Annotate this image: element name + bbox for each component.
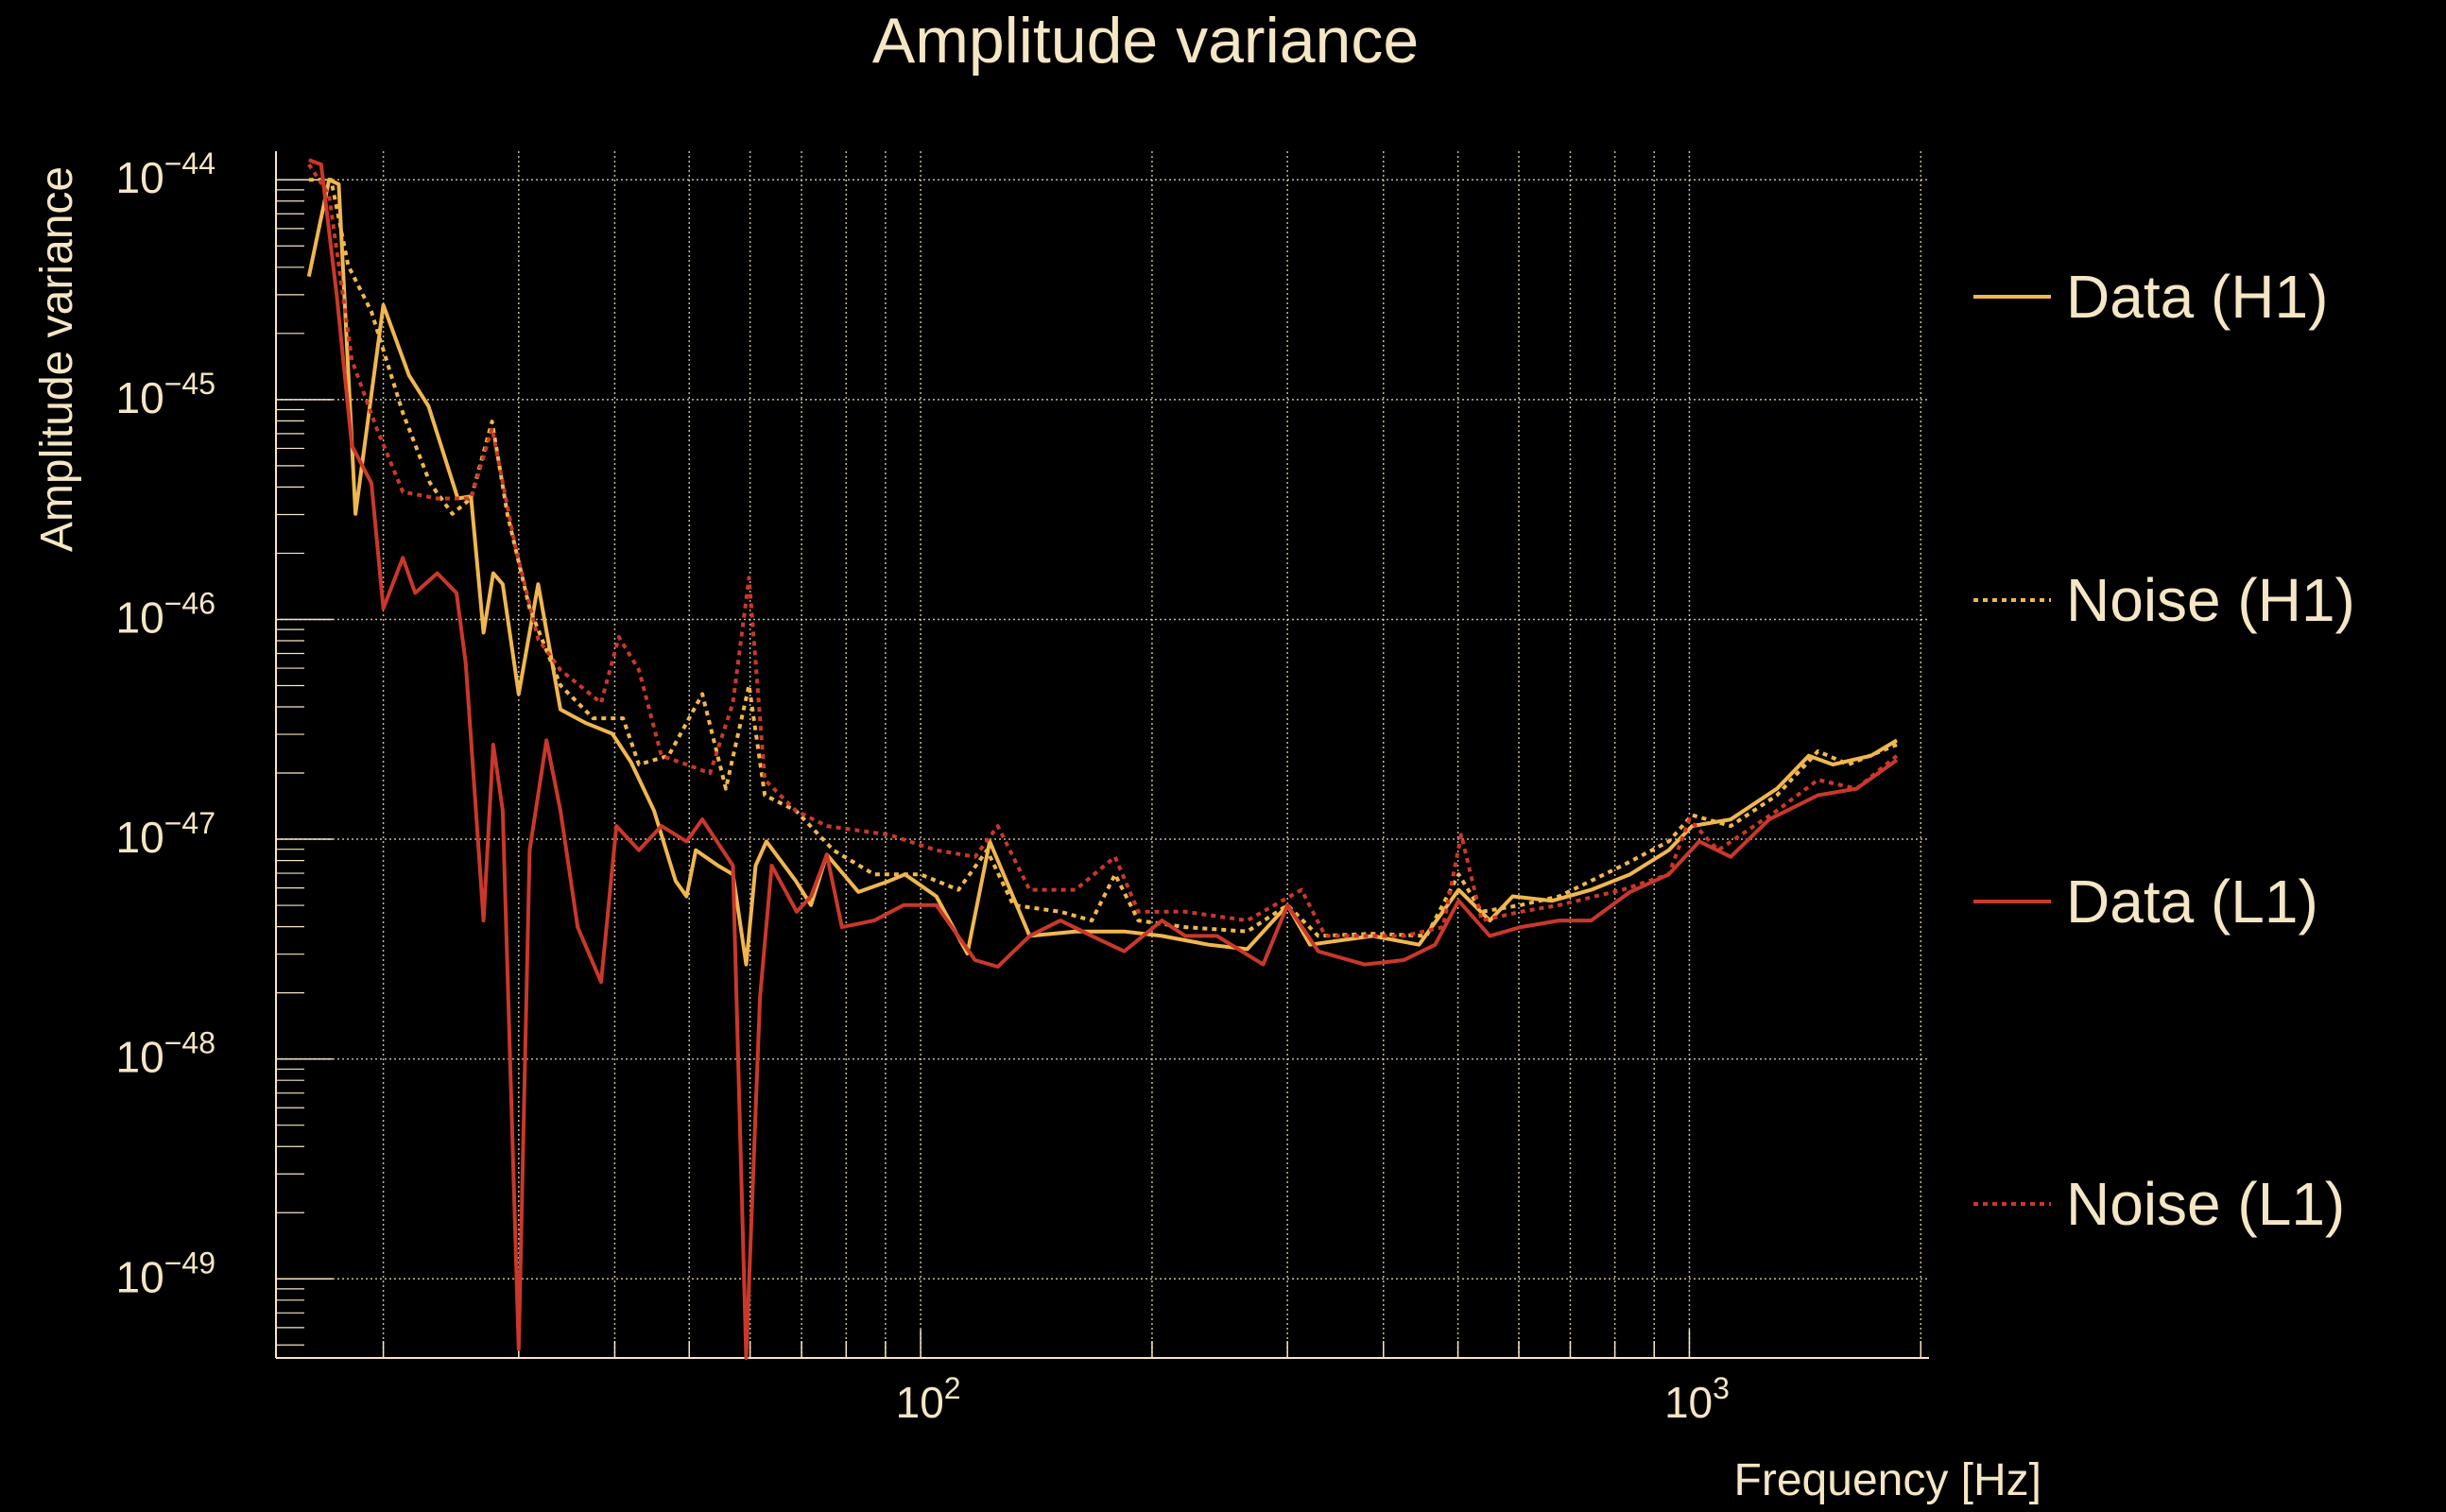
series-line-data-h1 <box>306 178 1899 967</box>
legend: Data (H1) Noise (H1) Data (L1) Noise (L1) <box>1973 263 2355 1238</box>
y-tick-exponent: −44 <box>164 146 215 180</box>
y-tick-exponent: −46 <box>164 586 215 620</box>
y-tick-label: 10−44 <box>116 146 215 202</box>
y-tick-exponent: −45 <box>164 367 215 401</box>
y-tick-exponent: −48 <box>164 1026 215 1060</box>
x-tick-base: 10 <box>896 1378 944 1427</box>
grid <box>276 151 1929 1358</box>
y-tick-base: 10 <box>116 373 164 422</box>
x-tick-exponent: 2 <box>944 1371 961 1405</box>
legend-label-data-l1: Data (L1) <box>2066 868 2318 936</box>
x-tick-label: 103 <box>1664 1371 1730 1427</box>
legend-label-noise-l1: Noise (L1) <box>2066 1170 2345 1238</box>
y-tick-label: 10−48 <box>116 1026 215 1082</box>
y-tick-label: 10−46 <box>116 586 215 642</box>
series-lines <box>306 158 1899 1360</box>
legend-label-data-h1: Data (H1) <box>2066 263 2328 331</box>
y-tick-base: 10 <box>116 153 164 202</box>
x-tick-exponent: 3 <box>1713 1371 1730 1405</box>
y-axis-label: Amplitude variance <box>32 166 82 552</box>
y-tick-base: 10 <box>116 1033 164 1082</box>
y-tick-label: 10−49 <box>116 1246 215 1301</box>
y-tick-exponent: −47 <box>164 806 215 840</box>
y-tick-label: 10−45 <box>116 367 215 422</box>
x-tick-base: 10 <box>1664 1378 1713 1427</box>
y-tick-label: 10−47 <box>116 806 215 862</box>
legend-label-noise-h1: Noise (H1) <box>2066 566 2355 634</box>
series-line-data-l1 <box>308 158 1899 1360</box>
y-tick-base: 10 <box>116 593 164 642</box>
x-axis-label: Frequency [Hz] <box>1734 1455 2041 1505</box>
x-tick-label: 102 <box>896 1371 961 1427</box>
chart-title: Amplitude variance <box>872 5 1419 77</box>
series-line-noise-h1 <box>308 178 1898 938</box>
y-tick-base: 10 <box>116 813 164 862</box>
series-line-noise-l1 <box>307 163 1899 938</box>
y-tick-base: 10 <box>116 1252 164 1301</box>
y-tick-exponent: −49 <box>164 1246 215 1280</box>
